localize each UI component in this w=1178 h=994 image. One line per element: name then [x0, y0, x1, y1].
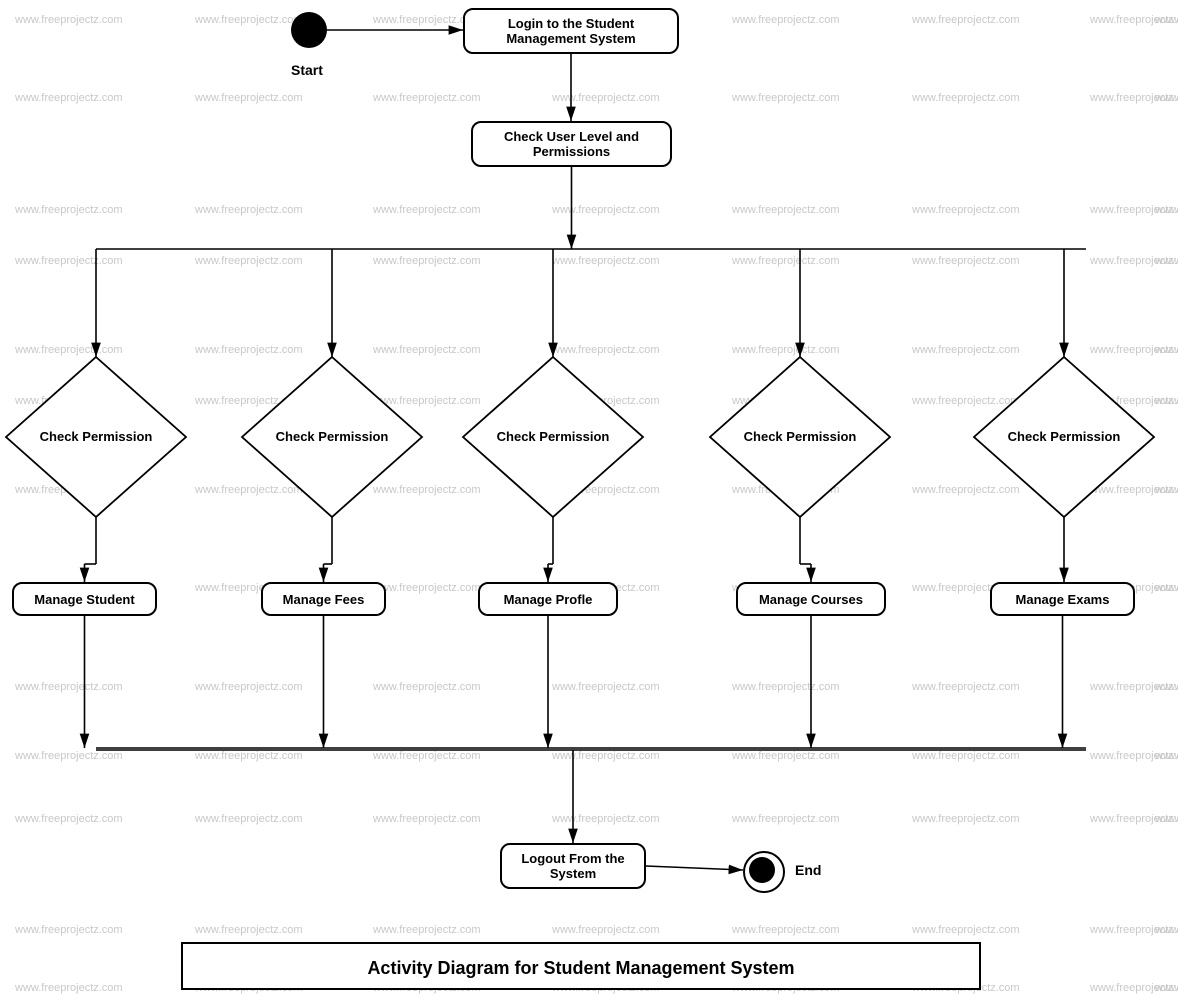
check-permissions-text: Check User Level and Permissions: [483, 129, 660, 159]
start-node: [291, 12, 327, 48]
logout-box: Logout From the System: [500, 843, 646, 889]
manage-box-0: Manage Student: [12, 582, 157, 616]
manage-box-text: Manage Fees: [283, 592, 365, 607]
manage-box-2: Manage Profle: [478, 582, 618, 616]
diamond-label-1: Check Permission: [272, 429, 392, 445]
manage-box-text: Manage Student: [34, 592, 134, 607]
diamond-label-3: Check Permission: [740, 429, 860, 445]
diamond-label-4: Check Permission: [1004, 429, 1124, 445]
manage-box-text: Manage Courses: [759, 592, 863, 607]
end-node-inner: [749, 857, 775, 883]
diamond-label-0: Check Permission: [36, 429, 156, 445]
manage-box-3: Manage Courses: [736, 582, 886, 616]
login-box-text: Login to the Student Management System: [475, 16, 667, 46]
login-box: Login to the Student Management System: [463, 8, 679, 54]
start-label: Start: [291, 62, 323, 78]
diagram-title-text: Activity Diagram for Student Management …: [367, 958, 794, 978]
diagram-title: Activity Diagram for Student Management …: [181, 942, 981, 990]
end-label: End: [795, 862, 821, 878]
logout-box-text: Logout From the System: [512, 851, 634, 881]
manage-box-text: Manage Profle: [504, 592, 593, 607]
diamond-label-2: Check Permission: [493, 429, 613, 445]
check-permissions-box: Check User Level and Permissions: [471, 121, 672, 167]
manage-box-4: Manage Exams: [990, 582, 1135, 616]
manage-box-1: Manage Fees: [261, 582, 386, 616]
manage-box-text: Manage Exams: [1016, 592, 1110, 607]
